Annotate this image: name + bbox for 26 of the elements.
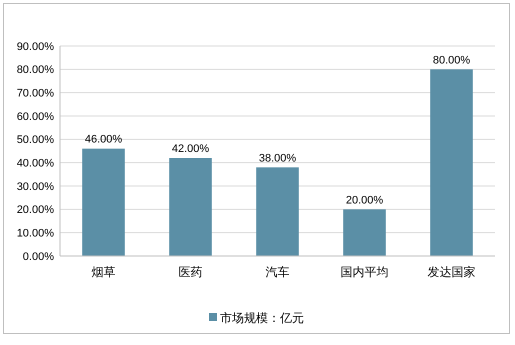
y-tick-label: 30.00% [16,180,54,193]
y-tick-label: 40.00% [16,158,54,170]
y-tick-label: 0.00% [22,250,54,263]
y-tick-label: 20.00% [16,204,54,216]
x-tick-label: 烟草 [92,265,116,279]
bar [430,69,473,256]
y-tick-label: 70.00% [16,88,54,100]
x-tick-label: 国内平均 [340,265,388,279]
data-label: 80.00% [432,54,470,66]
x-tick-label: 医药 [178,265,202,279]
data-label: 20.00% [346,194,384,206]
bar [169,158,212,256]
y-tick-label: 50.00% [16,134,54,146]
bar [256,167,299,256]
bar [343,209,386,256]
y-tick-label: 80.00% [16,64,54,76]
x-tick-label: 发达国家 [428,265,476,279]
y-tick-label: 90.00% [16,40,54,53]
x-tick-label: 汽车 [266,265,290,279]
bar [82,148,125,256]
y-tick-label: 60.00% [16,110,54,123]
data-label: 46.00% [84,134,122,146]
data-label: 38.00% [258,152,296,164]
legend-label: 市场规模：亿元 [220,311,304,326]
data-label: 42.00% [172,143,210,155]
y-tick-label: 10.00% [16,228,54,240]
